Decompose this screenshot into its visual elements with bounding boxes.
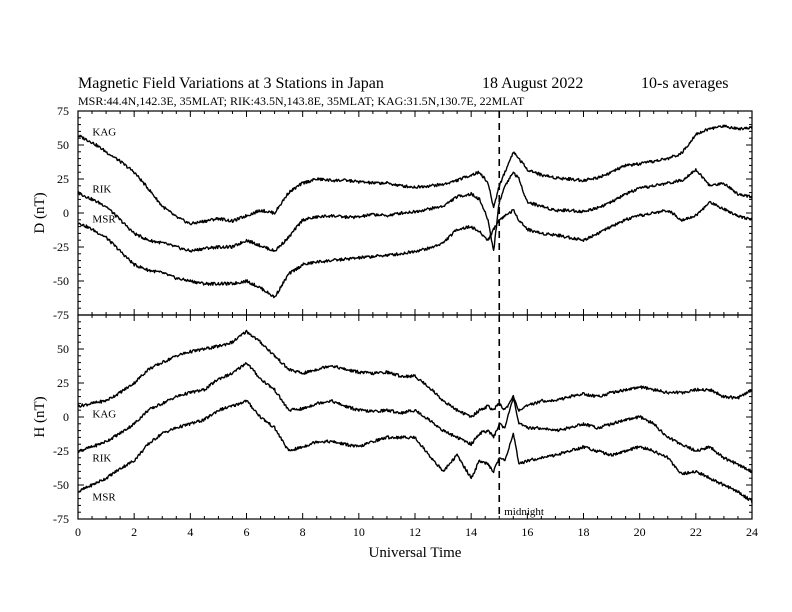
x-tick-label: 10 (353, 525, 365, 539)
series-line-H-MSR (77, 399, 753, 503)
x-tick-label: 6 (244, 525, 250, 539)
y-tick-label: 50 (57, 342, 69, 356)
x-tick-label: 22 (690, 525, 702, 539)
x-tick-label: 18 (578, 525, 590, 539)
y-tick-label: -25 (53, 240, 69, 254)
x-tick-label: 20 (634, 525, 646, 539)
y-tick-label: 25 (57, 376, 69, 390)
series-line-D-RIK (77, 168, 753, 253)
x-tick-label: 14 (465, 525, 477, 539)
series-line-D-KAG (77, 124, 753, 226)
x-tick-label: 0 (75, 525, 81, 539)
y-tick-label: 0 (63, 206, 69, 220)
y-axis-label-H: H (nT) (32, 396, 48, 437)
series-label-H-KAG: KAG (92, 408, 116, 420)
y-tick-label: -75 (53, 512, 69, 526)
y-tick-label: 0 (63, 410, 69, 424)
chart-averaging: 10-s averages (641, 75, 729, 92)
y-tick-label: -25 (53, 444, 69, 458)
series-label-D-KAG: KAG (92, 127, 116, 139)
x-tick-label: 8 (300, 525, 306, 539)
x-tick-label: 12 (409, 525, 421, 539)
series-label-H-MSR: MSR (92, 492, 116, 504)
y-tick-label: -50 (53, 478, 69, 492)
y-tick-label: 25 (57, 172, 69, 186)
y-tick-label: 75 (57, 104, 69, 118)
series-line-H-KAG (77, 329, 753, 418)
x-axis-label: Universal Time (369, 545, 462, 561)
series-line-H-RIK (77, 362, 753, 474)
chart-date: 18 August 2022 (482, 75, 583, 92)
series-line-D-MSR (77, 200, 753, 299)
x-tick-label: 24 (746, 525, 758, 539)
series-label-H-RIK: RIK (92, 453, 111, 465)
x-tick-label: 16 (521, 525, 533, 539)
series-label-D-MSR: MSR (92, 214, 116, 226)
y-tick-label: 50 (57, 138, 69, 152)
series-label-D-RIK: RIK (92, 184, 111, 196)
chart-title: Magnetic Field Variations at 3 Stations … (78, 75, 384, 92)
x-tick-label: 4 (187, 525, 193, 539)
x-tick-label: 2 (131, 525, 137, 539)
panel-D: -75 -50 -25 0 25 50 75 D (nT) KAG RIK MSR (32, 104, 753, 322)
chart-subtitle: MSR:44.4N,142.3E, 35MLAT; RIK:43.5N,143.… (78, 94, 525, 108)
y-axis-label-D: D (nT) (32, 192, 48, 233)
y-tick-label: -50 (53, 274, 69, 288)
y-tick-label: -75 (53, 308, 69, 322)
midnight-label: midnight (504, 506, 544, 518)
panel-frame-H (77, 314, 753, 520)
